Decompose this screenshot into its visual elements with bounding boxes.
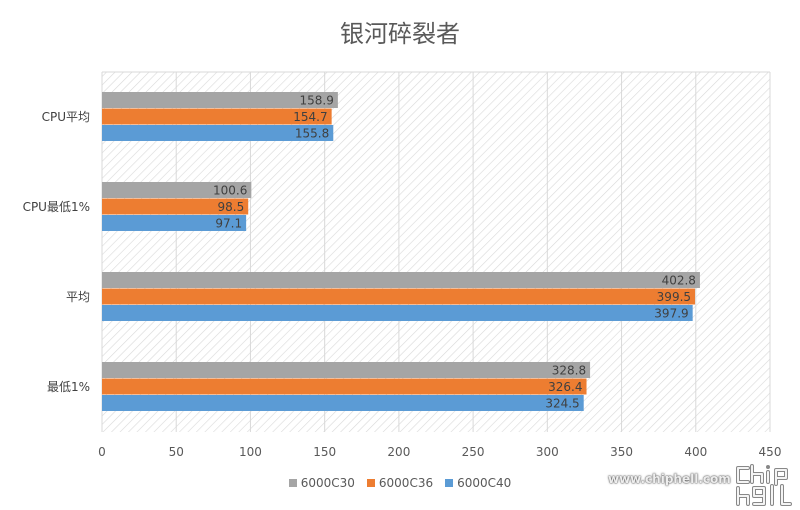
data-label: 328.8: [552, 364, 586, 378]
watermark-url: www.chiphell.com: [608, 472, 731, 486]
bar-6000C36: [102, 378, 587, 395]
x-tick-label: 450: [759, 445, 782, 459]
data-label: 324.5: [545, 397, 579, 411]
data-label: 399.5: [657, 290, 691, 304]
bar-6000C30: [102, 272, 700, 288]
bar-6000C30: [102, 362, 591, 378]
bar-6000C40: [102, 305, 693, 321]
legend-label: 6000C40: [457, 476, 512, 490]
legend-label: 6000C30: [300, 476, 355, 490]
legend-label: 6000C36: [378, 476, 434, 490]
data-label: 98.5: [217, 200, 244, 214]
bar-6000C36: [102, 288, 696, 305]
legend-item: 6000C36: [366, 476, 434, 490]
watermark-logo: [736, 464, 792, 506]
data-label: 100.6: [213, 184, 247, 198]
x-tick-label: 50: [169, 445, 184, 459]
chart-title: 银河碎裂者: [340, 20, 460, 48]
legend-swatch: [445, 479, 454, 487]
data-label: 154.7: [293, 110, 327, 124]
category-label: CPU平均: [42, 110, 90, 124]
x-tick-label: 0: [98, 445, 106, 459]
bar-6000C40: [102, 395, 584, 411]
legend-item: 6000C40: [445, 476, 511, 490]
data-label: 326.4: [548, 380, 582, 394]
legend: 6000C30 6000C36 6000C40: [0, 476, 800, 490]
category-label: CPU最低1%: [23, 200, 90, 214]
data-label: 402.8: [662, 274, 696, 288]
category-label: 最低1%: [47, 380, 90, 394]
legend-item: 6000C30: [288, 476, 355, 490]
bar-6000C40: [102, 215, 247, 231]
bar-6000C36: [102, 108, 332, 125]
category-label: 平均: [66, 290, 90, 304]
bar-6000C36: [102, 198, 249, 215]
x-tick-label: 350: [610, 445, 633, 459]
data-label: 158.9: [300, 94, 334, 108]
x-tick-label: 300: [536, 445, 559, 459]
legend-swatch: [288, 479, 297, 487]
bar-6000C40: [102, 125, 334, 141]
legend-swatch: [366, 479, 375, 487]
bar-6000C30: [102, 92, 338, 108]
x-tick-label: 200: [387, 445, 410, 459]
x-tick-label: 250: [462, 445, 485, 459]
data-label: 97.1: [215, 217, 242, 231]
bar-6000C30: [102, 182, 252, 198]
x-tick-label: 150: [313, 445, 336, 459]
x-tick-label: 400: [684, 445, 707, 459]
x-tick-label: 100: [239, 445, 262, 459]
data-label: 155.8: [295, 127, 329, 141]
data-label: 397.9: [654, 307, 688, 321]
